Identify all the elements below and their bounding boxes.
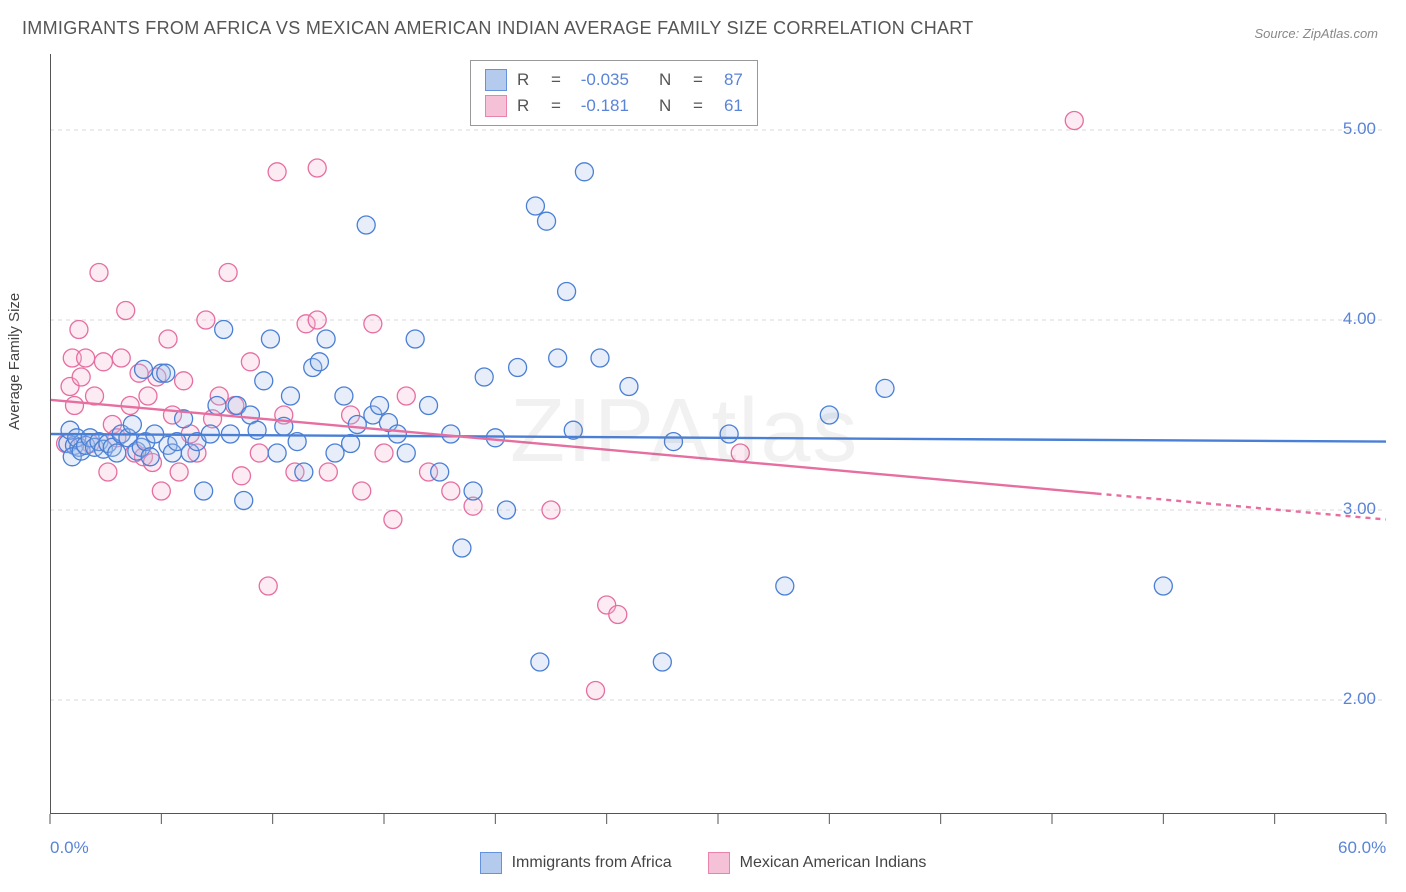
chart-source: Source: ZipAtlas.com: [1254, 26, 1378, 41]
stats-r-label: R: [517, 70, 541, 90]
bottom-legend: Immigrants from Africa Mexican American …: [0, 852, 1406, 874]
stats-r-label: R: [517, 96, 541, 116]
y-tick-label: 2.00: [1326, 689, 1376, 709]
stats-eq: =: [693, 96, 703, 116]
chart-title: IMMIGRANTS FROM AFRICA VS MEXICAN AMERIC…: [22, 18, 974, 39]
stats-eq: =: [693, 70, 703, 90]
stats-eq: =: [551, 70, 561, 90]
y-axis-label: Average Family Size: [6, 293, 23, 430]
legend-swatch-africa: [480, 852, 502, 874]
legend-entry-mexican: Mexican American Indians: [708, 852, 927, 874]
stats-n-label: N: [659, 96, 683, 116]
legend-label-mexican: Mexican American Indians: [740, 854, 927, 872]
y-tick-label: 4.00: [1326, 309, 1376, 329]
y-tick-label: 5.00: [1326, 119, 1376, 139]
y-tick-label: 3.00: [1326, 499, 1376, 519]
stats-eq: =: [551, 96, 561, 116]
stats-row-mexican: R = -0.181 N = 61: [485, 93, 743, 119]
legend-swatch-mexican: [708, 852, 730, 874]
legend-label-africa: Immigrants from Africa: [512, 854, 672, 872]
stats-n-mexican: 61: [713, 96, 743, 116]
stats-legend-box: R = -0.035 N = 87 R = -0.181 N = 61: [470, 60, 758, 126]
chart-container: IMMIGRANTS FROM AFRICA VS MEXICAN AMERIC…: [0, 0, 1406, 892]
stats-n-label: N: [659, 70, 683, 90]
plot-border: [50, 54, 1386, 814]
stats-r-mexican: -0.181: [571, 96, 629, 116]
stats-swatch-africa: [485, 69, 507, 91]
stats-swatch-mexican: [485, 95, 507, 117]
legend-entry-africa: Immigrants from Africa: [480, 852, 672, 874]
stats-row-africa: R = -0.035 N = 87: [485, 67, 743, 93]
stats-r-africa: -0.035: [571, 70, 629, 90]
stats-n-africa: 87: [713, 70, 743, 90]
